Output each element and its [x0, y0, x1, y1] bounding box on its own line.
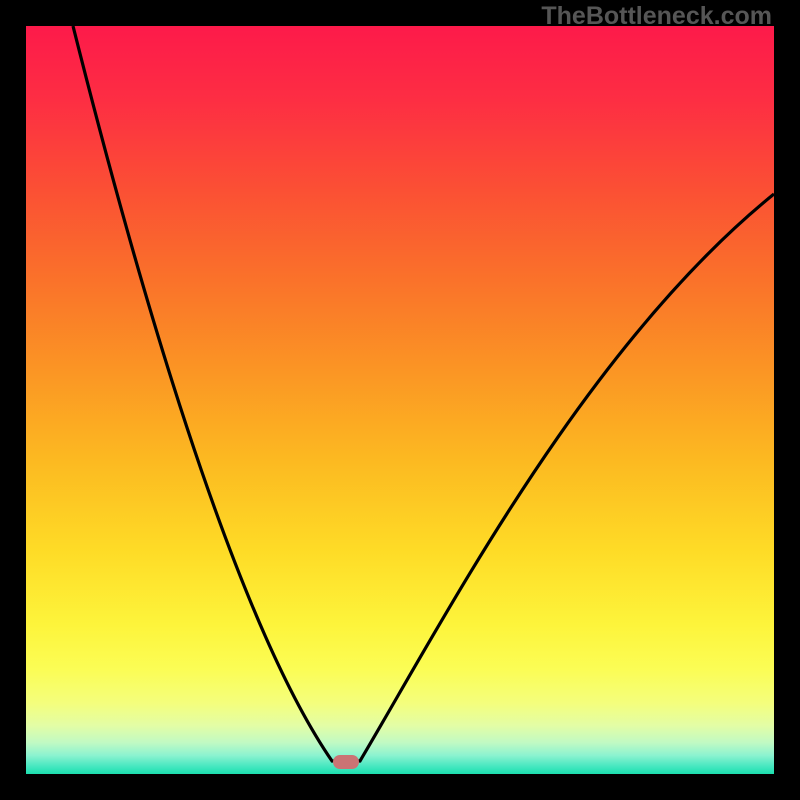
watermark-text: TheBottleneck.com: [541, 2, 772, 31]
chart-canvas: TheBottleneck.com: [0, 0, 800, 800]
gradient-and-curve: [26, 26, 774, 774]
plot-area: [26, 26, 774, 774]
minimum-marker: [333, 755, 359, 769]
gradient-rect: [26, 26, 774, 774]
